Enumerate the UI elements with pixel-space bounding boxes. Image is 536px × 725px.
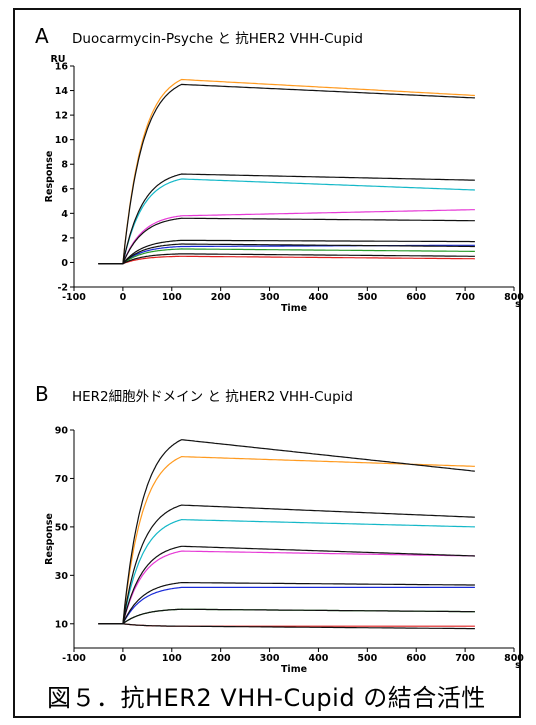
series-line (98, 545, 475, 625)
series-line (98, 504, 475, 625)
x-tick-label: 700 (455, 292, 475, 303)
series-line (98, 248, 475, 265)
figure-caption: 図５．抗HER2 VHH-Cupid の結合活性 (47, 684, 486, 712)
y-axis-title: Response (44, 513, 55, 565)
series-line (98, 439, 475, 625)
series-line (98, 173, 475, 265)
x-axis-title: Time (281, 303, 307, 314)
series-line (98, 582, 475, 625)
x-tick-label: -100 (62, 653, 86, 664)
series-line (98, 623, 475, 630)
x-axis-unit: s (515, 660, 521, 671)
x-tick-label: 100 (162, 292, 182, 303)
series-line (98, 209, 475, 265)
y-tick-label: 10 (55, 619, 69, 630)
x-tick-label: 800 (504, 292, 524, 303)
x-axis-title: Time (281, 664, 307, 675)
x-tick-label: 300 (260, 653, 280, 664)
y-tick-label: 6 (61, 184, 68, 195)
series-line (98, 243, 475, 265)
y-tick-label: 10 (55, 135, 69, 146)
y-axis-title: Response (44, 151, 55, 203)
x-tick-label: 600 (406, 292, 426, 303)
series-line (98, 455, 475, 625)
y-tick-label: -2 (57, 283, 68, 294)
series-line (98, 217, 475, 265)
y-tick-label: 0 (61, 258, 68, 269)
series-line (98, 253, 475, 265)
y-tick-label: 8 (61, 160, 68, 171)
x-tick-label: 500 (357, 653, 377, 664)
y-tick-label: 2 (61, 233, 68, 244)
y-tick-label: 30 (55, 571, 69, 582)
panel-b-title: HER2細胞外ドメイン と 抗HER2 VHH-Cupid (72, 389, 353, 405)
series-line (98, 608, 475, 625)
series-line (98, 518, 475, 625)
x-tick-label: 400 (309, 292, 329, 303)
series-line (98, 550, 475, 625)
y-tick-label: 50 (55, 522, 69, 533)
y-tick-label: 70 (55, 474, 69, 485)
y-tick-label: 4 (61, 209, 68, 220)
x-tick-label: 500 (357, 292, 377, 303)
x-tick-label: 800 (504, 653, 524, 664)
series-line (98, 586, 475, 625)
x-tick-label: 200 (211, 653, 231, 664)
y-axis-unit: RU (50, 54, 65, 65)
panel-a-letter: A (35, 24, 49, 48)
y-tick-label: 14 (55, 86, 69, 97)
y-tick-label: 90 (55, 426, 69, 437)
x-tick-label: 0 (120, 292, 127, 303)
x-tick-label: 200 (211, 292, 231, 303)
series-line (98, 178, 475, 265)
series-line (98, 255, 475, 265)
x-tick-label: 300 (260, 292, 280, 303)
figure-frame (13, 8, 521, 718)
y-tick-label: 12 (55, 111, 68, 122)
panel-a-title: Duocarmycin-Psyche と 抗HER2 VHH-Cupid (72, 31, 363, 47)
x-tick-label: 700 (455, 653, 475, 664)
panel-b-letter: B (35, 382, 49, 406)
x-tick-label: 0 (120, 653, 127, 664)
x-tick-label: -100 (62, 292, 86, 303)
x-tick-label: 600 (406, 653, 426, 664)
series-line (98, 239, 475, 265)
series-line (98, 83, 475, 265)
x-tick-label: 400 (309, 653, 329, 664)
x-tick-label: 100 (162, 653, 182, 664)
x-axis-unit: s (515, 299, 521, 310)
y-tick-label: 16 (55, 62, 69, 73)
series-line (98, 78, 475, 265)
